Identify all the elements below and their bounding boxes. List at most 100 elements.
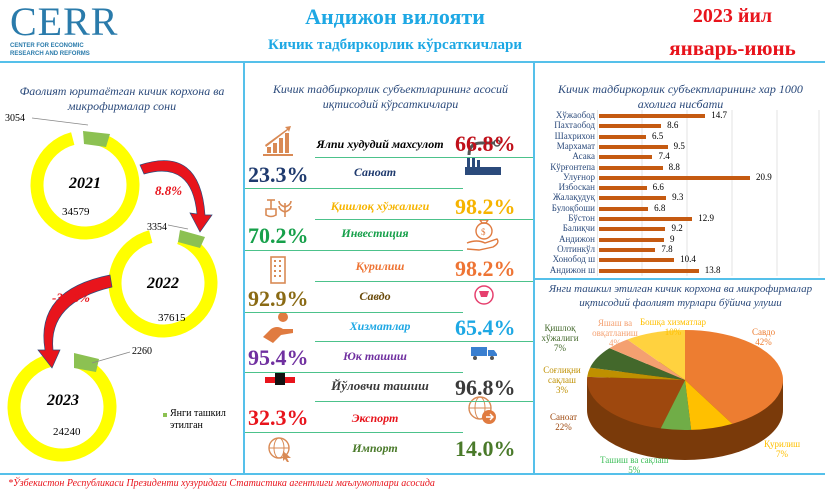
bar (599, 124, 662, 129)
indicator-value-export: 32.3% (248, 405, 309, 430)
donut-2023-new-segment (74, 353, 99, 372)
row-separator (245, 432, 463, 433)
label-2023-new: 2260 (132, 346, 152, 357)
indicator-name-services: Хизматлар (349, 319, 411, 333)
row-separator (315, 157, 533, 158)
pie-slices (587, 330, 783, 430)
bar-label: Пахтаобод (554, 120, 595, 131)
logo-text: CERR (10, 0, 119, 44)
pie-label-accommodation: Яшаш ва овқатланиш 4% (590, 318, 640, 348)
report-year: 2023 йил (692, 5, 773, 27)
bar-label: Асака (572, 151, 595, 162)
bar-label: Бўстон (568, 213, 595, 223)
arrow-increase-icon (139, 160, 213, 233)
building-icon (270, 256, 286, 284)
pie-label-text: Қишлоқ хўжалиги (541, 323, 579, 343)
indicator-value-investment: 70.2% (248, 223, 309, 248)
bar (599, 134, 646, 139)
bar-label: Шахрихон (554, 130, 595, 141)
bar-value: 12.9 (698, 213, 714, 223)
indicator-name-construction: Қурилиш (355, 259, 405, 273)
label-change-2023: -35.6% (52, 290, 90, 305)
donut-2022-new-segment (178, 230, 205, 248)
indicator-value-trade: 92.9% (248, 286, 309, 311)
indicator-name-industry: Саноат (353, 165, 397, 179)
factory-icon (465, 139, 501, 175)
row-separator (245, 250, 463, 251)
bar-value: 9.3 (672, 192, 684, 203)
growth-chart-icon (263, 126, 293, 156)
logo-subtitle-2: RESEARCH AND REFORMS (10, 51, 90, 57)
bar (599, 237, 665, 242)
footer-divider (0, 473, 825, 475)
pie-slice (660, 380, 692, 430)
row-separator (315, 281, 533, 282)
row-separator (315, 219, 533, 220)
pie-label-agriculture: Қишлоқ хўжалиги 7% (541, 323, 579, 353)
bar-value: 9.2 (671, 223, 683, 234)
indicator-name-trade: Савдо (359, 289, 391, 303)
money-hand-icon: $ (466, 219, 499, 251)
pie-label-text: Бошқа хизматлар (640, 317, 707, 327)
row-separator (315, 401, 533, 402)
pie-label-trade: Савдо 42% (752, 327, 776, 347)
report-period: январь-июнь (669, 36, 796, 60)
indicator-value-grp: 66.8% (455, 131, 516, 156)
label-2021-new: 3054 (5, 113, 25, 124)
shovel-plant-icon (265, 199, 292, 218)
globe-export-icon (468, 396, 496, 424)
pie-label-other: Бошқа хизматлар 10% (640, 317, 707, 337)
pie-label-health: Соғлиқни сақлаш 3% (540, 365, 584, 395)
pie-slice (609, 339, 685, 380)
bar (599, 268, 699, 273)
left-title-line2: микрофирмалар сони (67, 99, 177, 113)
pie-title-line2: иқтисодий фаолият турлари бўйича улуши (579, 297, 782, 309)
row-separator (315, 341, 533, 342)
pie-chart (587, 330, 783, 460)
bar-label: Олтинкўл (557, 243, 595, 254)
bar-label: Булоқбоши (551, 202, 595, 213)
label-change-2022: 8.8% (155, 183, 183, 198)
indicator-name-passenger: Йўловчи ташиш (331, 378, 429, 393)
divider-right-mid (533, 278, 825, 280)
bar-value: 8.6 (667, 120, 679, 131)
bar-label: Мархамат (556, 140, 595, 151)
page-title: Андижон вилояти (305, 4, 485, 29)
bar (599, 165, 663, 170)
bar-title-line2: ахолига нисбати (637, 97, 724, 111)
bar-row: Мархамат 9.5 (536, 140, 825, 152)
bar-label: Андижон ш (549, 264, 595, 275)
indicator-value-freight: 95.4% (248, 345, 309, 370)
pie-label-text: Қурилиш (764, 439, 801, 449)
footer-source: *Ўзбекистон Республикаси Президенти хузу… (8, 478, 435, 489)
bar (599, 114, 706, 118)
indicator-name-agriculture: Қишлоқ хўжалиги (330, 199, 430, 213)
bar-row: Кўрғонтепа 8.8 (536, 161, 825, 173)
bar-label: Жалақудуқ (552, 192, 595, 203)
bar-value: 14.7 (711, 110, 727, 120)
left-title-line1: Фаолият юритаётган кичик корхона ва (19, 84, 225, 98)
row-separator (245, 188, 463, 189)
bar-row: Андижон 9 (536, 233, 825, 245)
bar-label: Избоскан (558, 182, 595, 193)
bar-label: Хонобод ш (552, 254, 595, 265)
label-2022-year: 2022 (147, 275, 179, 292)
divider-left (243, 61, 245, 474)
pie-slice (587, 367, 685, 380)
bar-row: Балиқчи 9.2 (536, 223, 825, 234)
pie-label-text: Соғлиқни сақлаш (543, 365, 581, 385)
transport-icon (265, 372, 295, 385)
pie-title-line1: Янги ташкил этилган кичик корхона ва мик… (548, 283, 813, 295)
bar-row: Пахтаобод 8.6 (536, 120, 825, 131)
legend-new-label: Янги ташкил этилган (170, 408, 226, 431)
pie-label-industry: Саноат 22% (550, 412, 578, 432)
indicator-value-construction: 98.2% (455, 256, 516, 281)
bar-value: 9 (670, 233, 675, 244)
row-separator (245, 372, 463, 373)
bar (599, 175, 750, 180)
legend-swatch-new (163, 413, 167, 417)
bar-value: 8.8 (668, 161, 680, 172)
bar-label: Улуғнор (563, 171, 595, 182)
label-2023-year: 2023 (47, 392, 79, 409)
bar-row: Хўжаобод 14.7 (536, 110, 825, 121)
